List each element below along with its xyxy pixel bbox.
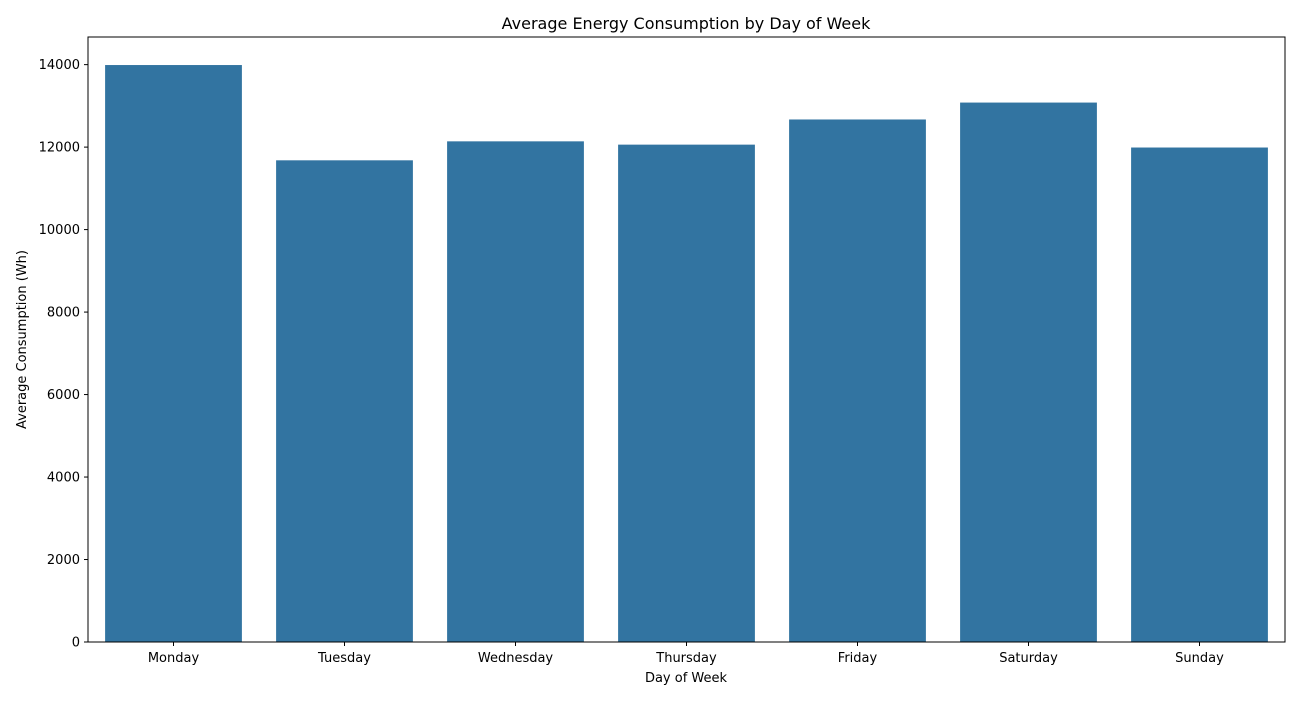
y-tick-label: 12000	[39, 141, 80, 156]
x-tick-label: Wednesday	[478, 651, 554, 666]
y-tick-label: 0	[72, 636, 80, 651]
bar-friday	[789, 119, 926, 643]
x-tick-label: Saturday	[999, 651, 1058, 666]
bars-layer	[105, 65, 1268, 643]
bar-monday	[105, 65, 242, 643]
bar-wednesday	[447, 141, 584, 642]
y-tick-label: 10000	[39, 223, 80, 238]
x-tick-label: Sunday	[1175, 651, 1224, 666]
plot-frame	[87, 36, 1286, 643]
x-tick-label: Tuesday	[317, 651, 371, 666]
y-axis-ticks: 0 2000 4000 6000 8000 10000 12000 14000	[39, 58, 88, 651]
x-axis-ticks: Monday Tuesday Wednesday Thursday Friday Satu…	[148, 642, 1224, 666]
y-tick-label: 2000	[47, 553, 80, 568]
x-tick-label: Friday	[838, 651, 878, 666]
y-tick-label: 14000	[39, 58, 80, 73]
y-tick-label: 8000	[47, 306, 80, 321]
y-tick-label: 4000	[47, 471, 80, 486]
bar-sunday	[1131, 147, 1268, 642]
y-tick-label: 6000	[47, 388, 80, 403]
bar-saturday	[960, 102, 1097, 642]
x-axis-label: Day of Week	[645, 671, 728, 686]
x-tick-label: Thursday	[655, 651, 717, 666]
bar-tuesday	[276, 160, 413, 642]
chart-title: Average Energy Consumption by Day of Wee…	[502, 14, 871, 33]
x-tick-label: Monday	[148, 651, 200, 666]
y-axis-label: Average Consumption (Wh)	[15, 250, 30, 429]
bar-thursday	[618, 144, 755, 642]
